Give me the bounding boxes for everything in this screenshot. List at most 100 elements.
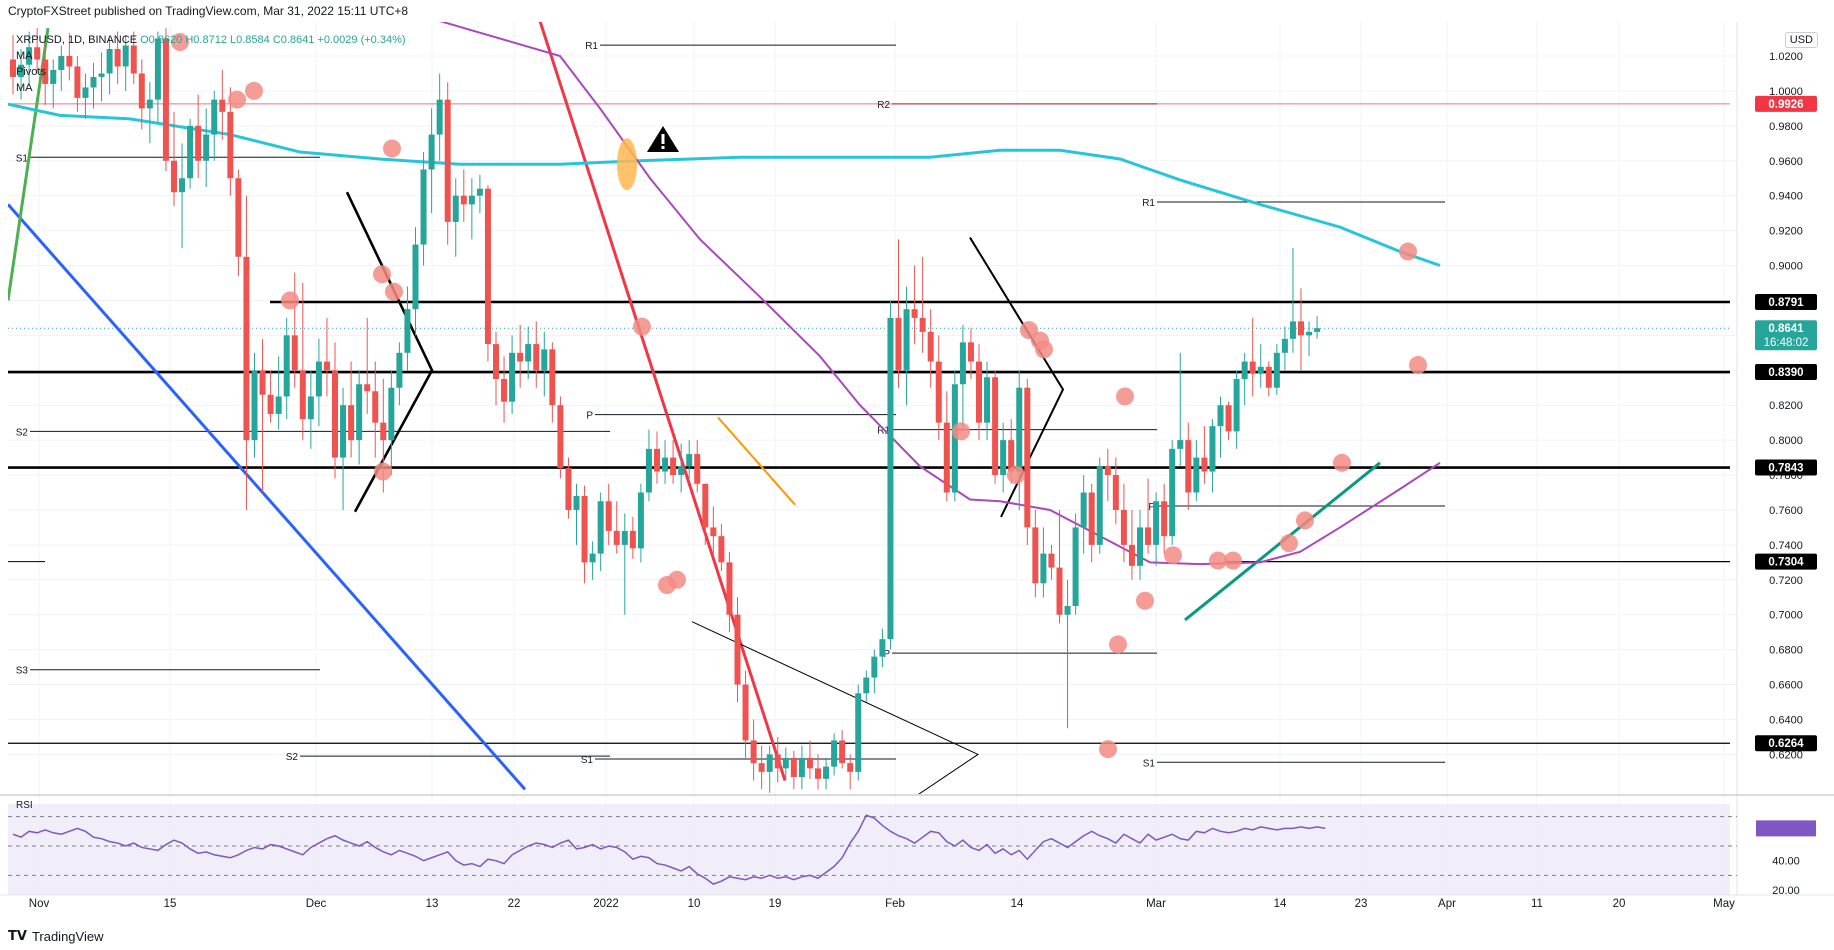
candle-body: [1080, 492, 1087, 528]
candle-body: [541, 349, 548, 371]
symbol-legend[interactable]: XRPUSD, 1D, BINANCE O0.8620 H0.8712 L0.8…: [16, 34, 406, 46]
candle-body: [597, 501, 604, 554]
candle-body: [1040, 553, 1047, 584]
candle-body: [291, 335, 298, 371]
price-pane: R1 R2 S1 P S2 S3 R1 P S1 S2 S1 R1 P: [8, 22, 1730, 794]
candle-body: [1225, 405, 1232, 432]
candle-body: [694, 454, 701, 484]
price-tag: 0.8791: [1755, 294, 1817, 311]
candle-body: [1112, 475, 1119, 510]
candle-body: [1032, 527, 1039, 584]
signal-marker: [633, 317, 651, 336]
candle-body: [82, 87, 89, 98]
candle-body: [18, 64, 25, 77]
y-tick-label: 0.9200: [1769, 226, 1803, 238]
price-tag-bg: [1755, 294, 1817, 311]
candle-body: [637, 492, 644, 549]
candle-body: [589, 553, 596, 563]
tradingview-logo-icon: TV: [8, 929, 27, 944]
candle-body: [1169, 448, 1176, 537]
candle-body: [122, 45, 129, 67]
time-axis[interactable]: Nov 15 Dec 13 22 2022 10 19 Feb 14 Mar 14 23 Apr 11 20 M…: [29, 898, 1735, 910]
candle-body: [58, 56, 65, 70]
x-tick-label: 20: [1613, 898, 1626, 910]
candle-body: [138, 73, 145, 109]
candle-body: [645, 448, 652, 493]
candle-body: [943, 422, 950, 493]
candle-body: [879, 639, 886, 657]
signal-marker: [1333, 453, 1351, 472]
candle-body: [332, 370, 338, 458]
candle-body: [267, 394, 274, 414]
candle-body: [1289, 321, 1296, 339]
candle-body: [670, 457, 677, 476]
candle-body: [839, 740, 846, 764]
currency-button[interactable]: USD: [1784, 32, 1818, 48]
candle-body: [388, 387, 395, 441]
indicator-pivots[interactable]: Pivots: [16, 66, 46, 78]
candle-body: [509, 352, 516, 402]
candle-body: [581, 495, 588, 563]
signal-marker: [281, 291, 299, 310]
warning-dot: [661, 146, 665, 149]
candle-body: [1120, 509, 1127, 545]
candle-body: [372, 391, 379, 423]
candle-body: [259, 370, 266, 395]
tradingview-brand[interactable]: TV TradingView: [8, 929, 103, 944]
candle-body: [1137, 527, 1143, 566]
signal-marker: [668, 570, 686, 589]
pivot-label: R2: [877, 100, 890, 111]
candle-body: [315, 361, 322, 397]
candle-body: [984, 377, 991, 423]
candle-body: [766, 754, 773, 772]
candle-body: [573, 495, 580, 510]
candle-body: [154, 38, 161, 100]
signal-marker: [1109, 635, 1127, 654]
price-tag-bg: [1755, 553, 1817, 570]
pivot-label: P: [883, 649, 890, 660]
warning-icon: [647, 126, 679, 152]
price-tag-bg: [1755, 320, 1817, 351]
y-tick-label: 0.9400: [1769, 191, 1803, 203]
candle-body: [227, 111, 234, 179]
y-tick-label: 0.6200: [1769, 749, 1803, 761]
candle-body: [1048, 553, 1055, 568]
candle-body: [1056, 567, 1063, 615]
candle-body: [50, 69, 57, 84]
pivot-label: R1: [1142, 198, 1155, 209]
candle-body: [911, 309, 918, 318]
price-tag-label: 0.8641: [1768, 323, 1804, 335]
candle-body: [525, 344, 532, 362]
ma-purple-line: [439, 22, 1441, 566]
y-tick-label: 1.0200: [1769, 51, 1803, 63]
red-trendline: [538, 22, 787, 782]
candle-body: [629, 530, 636, 549]
countdown-label: 16:48:02: [1764, 337, 1809, 349]
candle-body: [476, 188, 483, 196]
candle-body: [436, 99, 443, 135]
candle-body: [1249, 361, 1256, 374]
candle-body: [444, 99, 451, 222]
x-tick-label: 11: [1531, 898, 1543, 910]
candle-body: [501, 379, 508, 402]
rsi-label: RSI: [16, 800, 33, 811]
signal-marker: [228, 90, 246, 109]
candle-body: [742, 684, 749, 741]
y-tick-label: 0.9800: [1769, 121, 1803, 133]
candle-body: [895, 317, 902, 371]
candle-body: [790, 757, 797, 778]
signal-marker: [374, 462, 392, 481]
candle-body: [42, 59, 49, 84]
y-tick-label: 0.8200: [1769, 400, 1803, 412]
pivot-label: S1: [1143, 758, 1156, 769]
candle-body: [855, 693, 862, 772]
publisher-header: CryptoFXStreet published on TradingView.…: [8, 4, 409, 18]
candle-body: [1145, 527, 1152, 545]
candle-body: [452, 195, 459, 222]
indicator-ma-1[interactable]: MA: [16, 50, 33, 62]
x-tick-label: 13: [426, 898, 439, 910]
indicator-ma-2[interactable]: MA: [16, 82, 33, 94]
candle-body: [959, 342, 966, 385]
price-tag: 0.6264: [1755, 735, 1817, 752]
